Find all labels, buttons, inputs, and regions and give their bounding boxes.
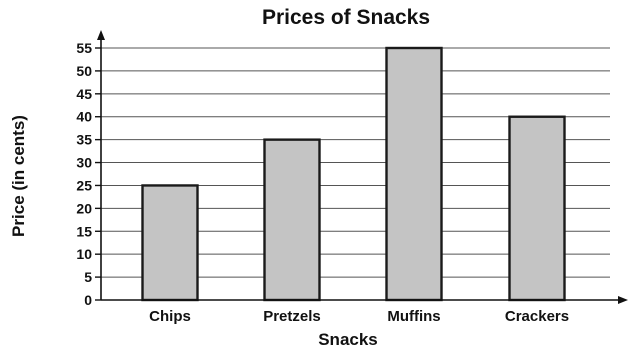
y-tick-label: 30	[76, 155, 92, 171]
y-tick-label: 40	[76, 109, 92, 125]
y-tick-label: 20	[76, 200, 92, 216]
x-category-label-muffins: Muffins	[387, 308, 440, 325]
y-tick-label: 0	[84, 292, 92, 308]
y-tick-label: 5	[84, 269, 92, 285]
y-tick-label: 10	[76, 246, 92, 262]
x-category-label-chips: Chips	[149, 308, 191, 325]
y-axis-label: Price (in cents)	[9, 115, 28, 237]
chart-title: Prices of Snacks	[262, 6, 430, 29]
x-axis-arrow	[618, 296, 628, 304]
y-tick-label: 55	[76, 40, 92, 56]
x-category-label-crackers: Crackers	[505, 308, 569, 325]
y-tick-label: 15	[76, 223, 92, 239]
x-category-label-pretzels: Pretzels	[263, 308, 321, 325]
bar-crackers	[508, 115, 566, 302]
y-tick-label: 35	[76, 132, 92, 148]
axes	[97, 30, 628, 304]
bar-pretzels	[263, 138, 321, 302]
y-tick-label: 25	[76, 177, 92, 193]
x-category-labels: Chips Pretzels Muffins Crackers	[149, 308, 569, 325]
x-axis-label: Snacks	[318, 330, 378, 349]
y-tick-labels: 0 5 10 15 20 25 30 35 40 45 50 55	[76, 40, 101, 308]
bars	[141, 46, 566, 302]
y-tick-label: 45	[76, 86, 92, 102]
y-axis-arrow	[97, 30, 105, 40]
bar-chips	[141, 184, 199, 302]
y-tick-label: 50	[76, 63, 92, 79]
bar-muffins	[385, 46, 443, 302]
